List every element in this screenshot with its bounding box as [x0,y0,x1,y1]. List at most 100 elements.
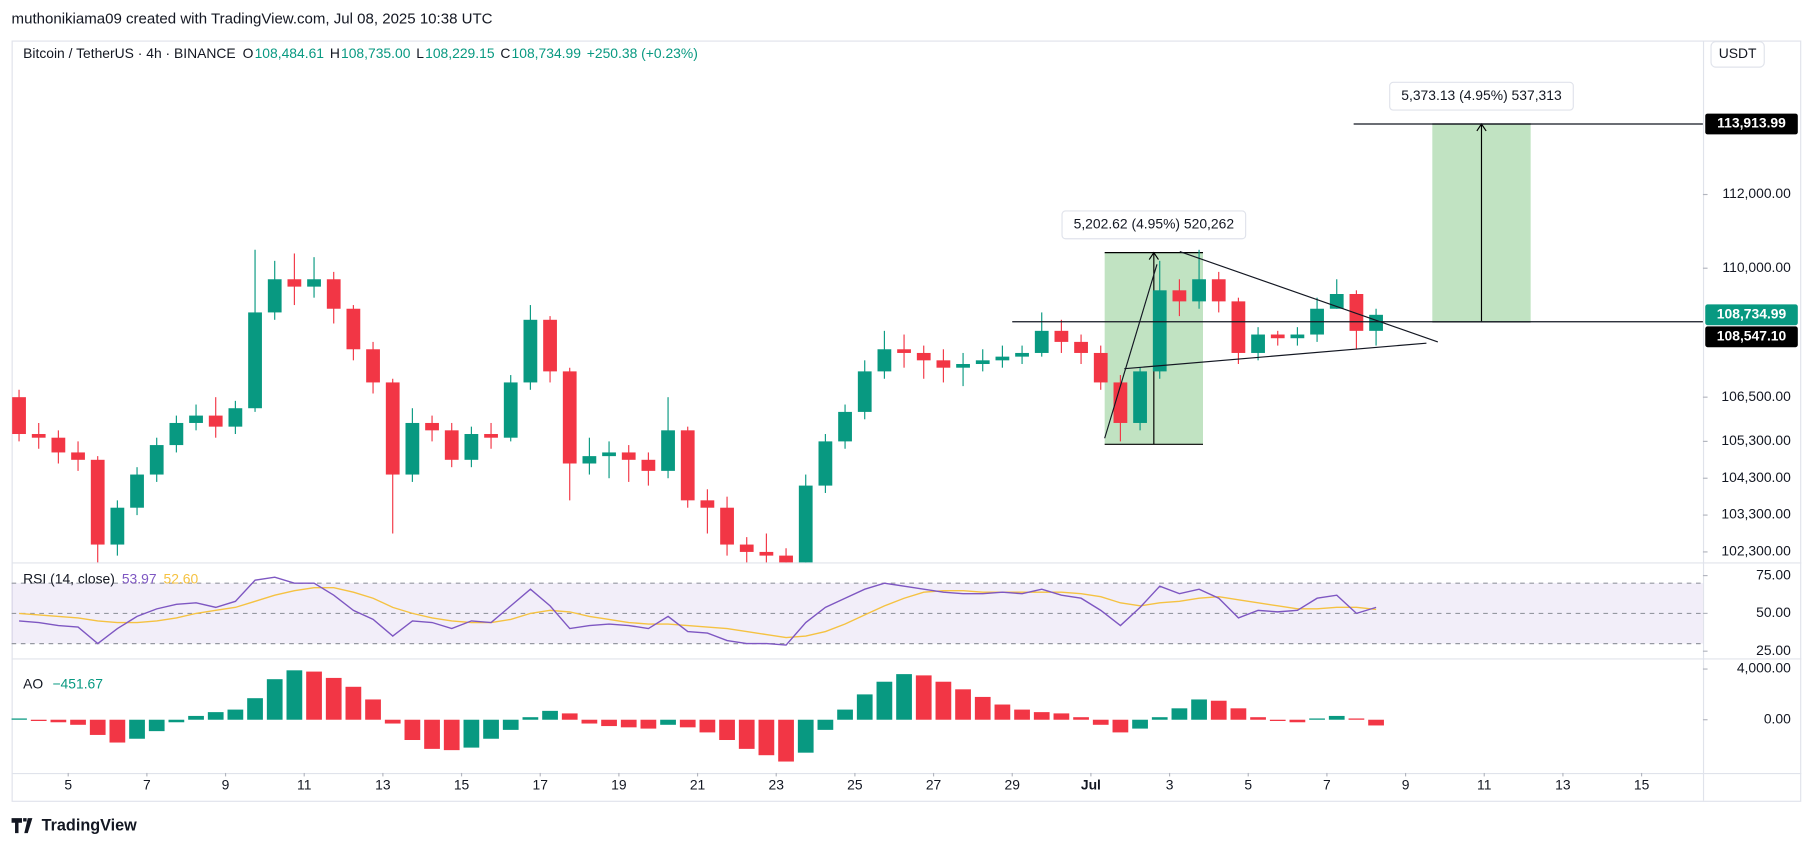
candle-body [1349,294,1364,331]
candle-body [405,422,420,475]
ao-bar [738,719,755,749]
candle-body [1251,334,1265,353]
ao-bar [699,719,716,733]
chart-frame [11,40,1802,802]
ao-bar [542,710,558,720]
logo-text: TradingView [42,816,137,834]
x-tick-label: 7 [1323,776,1331,792]
ao-bar [247,698,263,720]
ao-bar [1309,718,1325,720]
x-tick-label: 9 [222,776,230,792]
currency[interactable]: USDT [1719,45,1757,61]
x-tick-label: 13 [375,776,391,792]
candle-body [169,422,184,446]
ao-bar [561,713,578,720]
rsi-pane [11,576,1703,646]
ao-bar [915,675,932,720]
candle-body [956,364,970,368]
ao-bar [817,719,834,730]
symbol: Bitcoin / TetherUS · 4h · BINANCE [23,45,236,61]
candle-body [208,415,223,427]
candle-body [818,441,833,486]
candle-body [189,415,203,423]
ao-bar [109,719,126,743]
ohlc-key: O [243,45,254,61]
price-badge-label: 108,734.99 [1717,305,1787,321]
candle-body [503,382,518,438]
y-tick-label: 102,300.00 [1721,543,1791,559]
ao-bar [148,719,165,732]
y-tick-label: 0.00 [1764,710,1791,726]
candle-body [1172,290,1187,302]
candle-body [798,485,813,563]
candle-body [562,371,577,464]
candle-body [641,459,656,471]
ao-bar [227,709,244,720]
candle-body [621,452,636,460]
ao-bar [581,719,598,724]
candle-body [759,551,774,556]
ao-bar [1230,708,1247,720]
ao-bar [404,719,421,741]
price-badge-label: 108,547.10 [1717,327,1787,343]
ohlc-key: C [500,45,510,61]
x-tick-label: 23 [769,776,785,792]
candle-body [739,544,754,552]
trend-line [1104,264,1158,439]
ao-bar [1033,712,1050,720]
x-tick-label: 13 [1555,776,1571,792]
ao-bar [207,712,224,720]
ao-bar [974,696,991,720]
candle-body [543,319,557,372]
candle-body [838,411,852,442]
ao-bar [1328,715,1345,720]
ao-bar [876,681,893,720]
ao-bar [1368,719,1384,726]
ao-bar [1092,719,1109,725]
candle-body [90,459,105,545]
candle-body [444,430,459,460]
candle-body [1290,334,1305,339]
candle-body [582,456,597,464]
currency-button[interactable] [1710,41,1765,68]
x-tick-label: 3 [1166,776,1174,792]
ao-bar [679,719,696,728]
ao-bar [483,719,499,739]
ao-bar [11,718,27,720]
candle-body [228,408,243,427]
measure-label-box [1389,81,1574,111]
candle-body [1133,371,1147,423]
price-badge [1705,113,1798,135]
ao-bar [266,679,283,720]
ao-bar [50,719,67,723]
y-tick-label: 4,000.00 [1737,660,1791,676]
indicator-title: AO [23,676,43,692]
measure-label: 5,202.62 (4.95%) 520,262 [1074,216,1235,232]
candle-body [149,445,164,475]
ao-bar [168,719,185,723]
ao-bar [1132,719,1148,729]
ao-pane [11,670,1384,762]
candle-body [661,430,675,471]
ao-bar [797,719,814,753]
candle-body [12,397,26,435]
candle-body [1270,334,1285,339]
attribution: muthonikiama09 created with TradingView.… [12,11,493,28]
indicator-value: −451.67 [52,676,103,692]
ohlc-key: L [416,45,424,61]
x-tick-label: 27 [926,776,942,792]
x-tick-label: 15 [1634,776,1650,792]
ao-bar [306,671,322,720]
price-badge [1705,304,1798,326]
ao-bar [325,677,342,720]
y-tick-label: 50.00 [1756,604,1791,620]
price-badge-label: 113,913.99 [1717,115,1786,131]
ao-bar [994,704,1011,720]
ao-bar [384,719,401,724]
ao-bar [758,719,775,756]
candle-body [1369,314,1383,331]
ao-bar [1112,719,1129,733]
candle-body [346,308,361,350]
ao-bar [896,674,912,720]
